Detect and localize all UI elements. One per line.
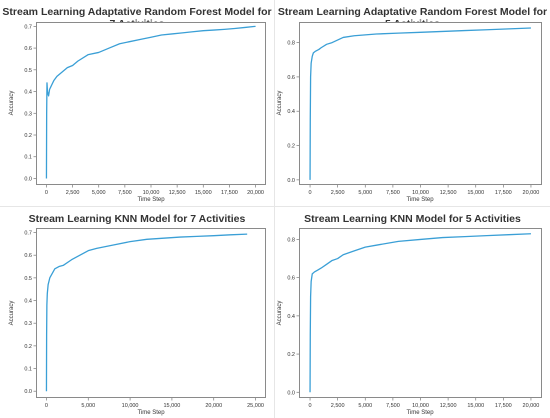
y-tick-label: 0.0	[24, 176, 32, 182]
x-tick-label: 0	[45, 190, 48, 196]
chart-panel-arf-5: Stream Learning Adaptative Random Forest…	[275, 0, 550, 206]
x-tick-label: 2,500	[66, 190, 80, 196]
x-tick-label: 10,000	[143, 190, 160, 196]
y-axis-label: Accuracy	[277, 91, 283, 116]
y-tick-label: 0.3	[24, 111, 32, 117]
y-tick-label: 0.2	[287, 352, 295, 358]
x-tick-label: 17,500	[221, 190, 238, 196]
x-axis-label: Time Step	[137, 410, 165, 416]
x-tick-label: 15,000	[467, 403, 484, 409]
chart-panel-knn-7: Stream Learning KNN Model for 7 Activiti…	[0, 207, 274, 418]
chart-knn-7: Accuracy Time Step 0 5,000 10,000 15,000 20,…	[9, 231, 264, 416]
chart-panel-knn-5: Stream Learning KNN Model for 5 Activiti…	[275, 207, 550, 418]
chart-frame	[36, 228, 266, 398]
y-axis-label: Accuracy	[9, 301, 15, 326]
y-tick-label: 0.8	[287, 41, 295, 47]
accuracy-line	[45, 233, 248, 392]
y-tick-label: 0.1	[24, 155, 32, 161]
x-tick-label: 12,500	[169, 190, 186, 196]
x-tick-label: 10,000	[412, 403, 429, 409]
y-tick-label: 0.6	[24, 46, 32, 52]
chart-knn-5: Accuracy Time Step 0 2,500 5,000 7,500 10,00…	[277, 233, 540, 416]
y-tick-label: 0.4	[287, 109, 295, 115]
x-tick-label: 15,000	[163, 403, 180, 409]
x-tick-label: 12,500	[440, 403, 457, 409]
chart-frame	[36, 22, 266, 185]
accuracy-line	[45, 25, 256, 179]
chart-title: Stream Learning KNN Model for 5 Activiti…	[304, 213, 521, 225]
x-tick-label: 5,000	[92, 190, 106, 196]
x-tick-label: 2,500	[331, 403, 345, 409]
x-tick-label: 20,000	[523, 403, 540, 409]
y-tick-label: 0.4	[24, 90, 32, 96]
x-tick-label: 20,000	[247, 190, 264, 196]
y-tick-label: 0.3	[24, 321, 32, 327]
x-tick-label: 17,500	[495, 403, 512, 409]
x-tick-label: 2,500	[331, 190, 345, 196]
panel-divider-horizontal	[0, 206, 550, 207]
x-tick-label: 0	[309, 190, 312, 196]
x-tick-label: 10,000	[412, 190, 429, 196]
x-tick-label: 7,500	[118, 190, 132, 196]
x-tick-label: 12,500	[440, 190, 457, 196]
y-tick-label: 0.0	[287, 390, 295, 396]
x-tick-label: 15,000	[467, 190, 484, 196]
x-tick-label: 0	[45, 403, 48, 409]
y-tick-label: 0.7	[24, 231, 32, 237]
y-tick-label: 0.1	[24, 367, 32, 373]
x-tick-label: 7,500	[386, 190, 400, 196]
y-tick-label: 0.2	[24, 133, 32, 139]
chart-frame	[299, 22, 542, 185]
x-tick-label: 15,000	[195, 190, 212, 196]
y-axis-label: Accuracy	[277, 301, 283, 326]
panel-divider-vertical	[274, 0, 275, 418]
chart-arf-5: Accuracy Time Step 0 2,500 5,000 7,500 10,00…	[277, 27, 540, 203]
x-tick-label: 20,000	[523, 190, 540, 196]
y-tick-label: 0.6	[287, 276, 295, 282]
x-axis-label: Time Step	[137, 197, 165, 203]
y-tick-label: 0.6	[287, 75, 295, 81]
y-tick-label: 0.7	[24, 24, 32, 30]
x-tick-label: 7,500	[386, 403, 400, 409]
x-tick-label: 17,500	[495, 190, 512, 196]
y-tick-label: 0.0	[24, 389, 32, 395]
x-tick-label: 25,000	[247, 403, 264, 409]
x-tick-label: 5,000	[81, 403, 95, 409]
chart-title: Stream Learning KNN Model for 7 Activiti…	[28, 213, 246, 225]
y-tick-label: 0.6	[24, 253, 32, 259]
x-tick-label: 0	[309, 403, 312, 409]
x-tick-label: 5,000	[358, 403, 372, 409]
x-tick-label: 20,000	[205, 403, 222, 409]
y-tick-label: 0.4	[287, 314, 295, 320]
y-axis-label: Accuracy	[9, 91, 15, 116]
accuracy-line	[309, 27, 531, 180]
y-tick-label: 0.4	[24, 299, 32, 305]
x-axis-label: Time Step	[406, 410, 434, 416]
accuracy-line	[309, 233, 531, 393]
y-tick-label: 0.5	[24, 276, 32, 282]
y-tick-label: 0.5	[24, 68, 32, 74]
y-tick-label: 0.8	[287, 237, 295, 243]
y-tick-label: 0.0	[287, 178, 295, 184]
x-axis-label: Time Step	[406, 197, 434, 203]
x-tick-label: 5,000	[358, 190, 372, 196]
chart-panel-arf-7: Stream Learning Adaptative Random Forest…	[0, 0, 274, 206]
chart-arf-7: Accuracy Time Step 0 2,500 5,000 7,500 10,00…	[9, 24, 264, 203]
chart-frame	[299, 228, 542, 398]
y-tick-label: 0.2	[287, 144, 295, 150]
x-tick-label: 10,000	[122, 403, 139, 409]
y-tick-label: 0.2	[24, 344, 32, 350]
